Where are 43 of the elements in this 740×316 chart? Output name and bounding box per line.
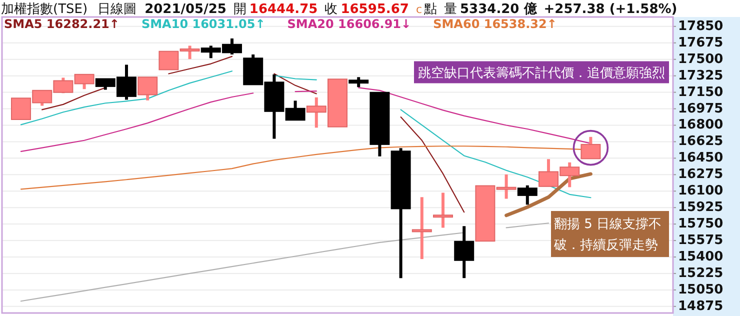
y-tick-label: 16975 bbox=[678, 101, 724, 116]
y-tick-label: 17150 bbox=[678, 84, 724, 100]
chart-subtitle: 日線圖 bbox=[98, 2, 137, 17]
candlestick bbox=[138, 76, 158, 100]
y-tick-label: 17325 bbox=[678, 68, 724, 84]
y-tick-label: 17675 bbox=[678, 35, 724, 50]
y-tick-label: 16275 bbox=[678, 167, 724, 182]
y-tick-label: 17500 bbox=[678, 52, 724, 67]
annotation: 翻揚 5 日線支撐不破．持續反彈走勢 bbox=[553, 217, 662, 253]
y-tick-label: 15925 bbox=[678, 200, 724, 216]
candlestick bbox=[580, 136, 601, 160]
chart-title: 加權指數(TSE) bbox=[1, 2, 88, 17]
y-tick-label: 16450 bbox=[678, 150, 724, 166]
annotation: 收 16595.67 bbox=[324, 2, 409, 17]
annotation: 量 5334.20 億 bbox=[444, 1, 538, 17]
line-series bbox=[504, 172, 592, 218]
note-support: 翻揚 5 日線支撐不破．持續反彈走勢 bbox=[551, 211, 669, 257]
candlestick bbox=[454, 226, 474, 278]
annotation: +257.38 (+1.58%) bbox=[544, 2, 678, 17]
text: SMA5 16282.21↑ bbox=[4, 17, 120, 31]
y-tick-label: 15575 bbox=[678, 233, 724, 248]
y-tick-label: 15400 bbox=[678, 250, 724, 264]
y-tick-label: 16625 bbox=[678, 134, 724, 150]
y-tick-label: 15225 bbox=[678, 266, 724, 281]
text: SMA10 16031.05↑ bbox=[141, 17, 266, 31]
text: SMA60 16538.32↑ bbox=[433, 17, 557, 31]
candlestick bbox=[517, 185, 538, 205]
candlestick bbox=[348, 77, 369, 88]
candlestick bbox=[412, 197, 432, 260]
annotation: 點 bbox=[423, 2, 438, 17]
annotation: 2021/05/25 bbox=[144, 2, 226, 17]
annotation: 開 16444.75 bbox=[233, 2, 318, 17]
annotation: 跳空缺口代表籌碼不計代價．追價意願強烈 bbox=[418, 66, 665, 82]
y-tick-label: 17850 bbox=[678, 18, 724, 34]
y-tick-label: 16100 bbox=[678, 184, 724, 199]
y-tick-label: 16800 bbox=[678, 118, 724, 133]
candlestick bbox=[433, 192, 453, 228]
note-gap: 跳空缺口代表籌碼不計代價．追價意願強烈 bbox=[414, 61, 669, 84]
text: c bbox=[416, 3, 422, 16]
y-tick-label: 15750 bbox=[678, 216, 724, 232]
text: SMA20 16606.91↓ bbox=[287, 17, 412, 31]
y-tick-label: 15050 bbox=[678, 282, 724, 298]
y-tick-label: 14875 bbox=[678, 298, 724, 314]
